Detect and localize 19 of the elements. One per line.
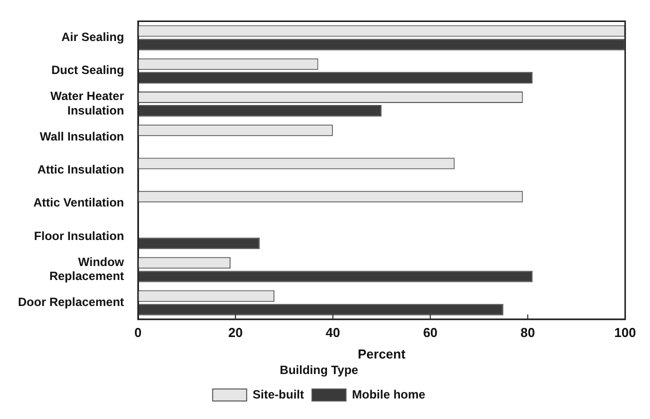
y-tick-label: Wall Insulation	[40, 129, 124, 144]
x-tick-label: 60	[423, 324, 438, 340]
legend-label: Mobile home	[352, 387, 426, 402]
y-tick-label: Floor Insulation	[34, 228, 124, 243]
legend-label: Site-built	[252, 387, 304, 402]
x-axis-title: Percent	[358, 346, 406, 362]
y-tick-label: Attic Insulation	[37, 162, 124, 177]
x-tick-label: 100	[614, 324, 636, 340]
y-tick-label: Attic Ventilation	[33, 196, 124, 210]
x-tick-label: 0	[134, 324, 142, 340]
y-tick-label: Window Replacement	[49, 254, 125, 284]
y-tick-label: Water Heater Insulation	[50, 89, 124, 118]
x-tick-label: 80	[520, 324, 535, 340]
y-tick-label: Door Replacement	[18, 295, 124, 310]
legend-title: Building Type	[280, 362, 359, 377]
x-tick-label: 20	[228, 324, 243, 340]
y-tick-label: Air Sealing	[61, 30, 124, 44]
x-tick-label: 40	[326, 324, 340, 340]
y-tick-label: Duct Sealing	[51, 63, 124, 78]
